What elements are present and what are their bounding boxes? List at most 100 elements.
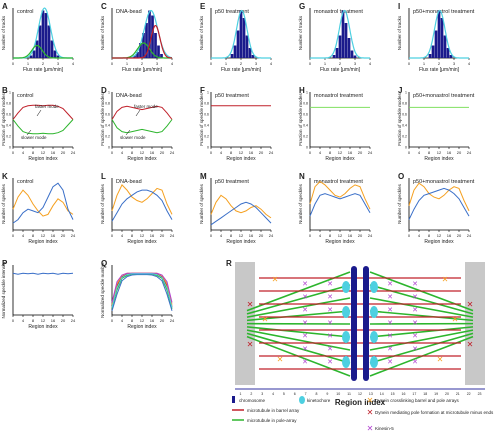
x-tick-label: 16 (150, 318, 155, 323)
x-tick-label: 0 (210, 150, 213, 155)
panel-L: DNA-bead Region index Number of speckles 0 4… (100, 178, 175, 245)
histogram-bar (142, 33, 145, 58)
panel-title: monastrol treatment (314, 9, 363, 15)
x-tick-label: 24 (269, 233, 274, 238)
y-axis-label: Fraction of speckle modes (199, 92, 204, 145)
x-tick-label: 8 (329, 150, 332, 155)
histogram-bar (449, 55, 453, 58)
x-tick-label: 0 (12, 150, 15, 155)
region-index-tick: 6 (294, 392, 296, 396)
panel-I: p50+monastrol treatment Flux rate [μm/min… (397, 8, 475, 73)
x-tick-label: 2 (141, 61, 144, 66)
annotation-faster: faster mode (134, 104, 158, 109)
kinesin-5-icon: ✕ (302, 346, 308, 353)
y-tick-label: 0.2 (105, 135, 110, 139)
dynein-pole-icon: ✕ (247, 340, 254, 349)
fit-curve-cyan (211, 9, 271, 59)
region-index-tick: 10 (336, 392, 340, 396)
x-tick-label: 12 (239, 233, 244, 238)
x-tick-label: 24 (467, 233, 472, 238)
x-tick-label: 4 (220, 150, 223, 155)
legend-label: kinetochore (307, 398, 331, 403)
histogram-bar (347, 38, 351, 58)
panels-layer: control Flux rate [μm/min] Number of track… (1, 2, 475, 330)
panel-letter-F: F (200, 86, 205, 95)
histogram-bar (145, 23, 148, 58)
x-tick-label: 12 (338, 150, 343, 155)
kinesin-5-icon: ✕ (387, 307, 393, 314)
x-axis-label: Region index (127, 324, 157, 330)
y-axis-label: Number of tracks (199, 15, 204, 50)
legend-item: chromosome (232, 396, 266, 403)
x-tick-label: 20 (259, 150, 264, 155)
series-line-orange (111, 184, 173, 215)
region-index-tick: 19 (434, 392, 438, 396)
histogram-bar (332, 55, 336, 58)
x-tick-label: 20 (160, 233, 165, 238)
series-line-green (111, 119, 173, 134)
x-tick-label: 12 (41, 150, 46, 155)
x-tick-label: 4 (22, 318, 25, 323)
histogram-bar (428, 54, 432, 58)
y-tick-label: 0 (108, 146, 110, 150)
kinesin-5-icon: ✕ (302, 333, 308, 340)
panel-H: monastrol treatment Region index Fraction … (298, 91, 373, 163)
y-tick-label: 0.6 (303, 113, 308, 117)
panel-letter-N: N (299, 172, 305, 181)
x-tick-label: 12 (437, 233, 442, 238)
region-index-tick: 17 (412, 392, 416, 396)
y-axis-label: Normalized speckle number (100, 262, 105, 318)
region-index-label: Region index (335, 398, 386, 407)
y-tick-label: 1 (207, 91, 209, 95)
panel-title: DNA-bead (116, 93, 142, 99)
x-tick-label: 1 (27, 61, 30, 66)
dynein-crosslink-icon: ✕ (262, 315, 269, 324)
y-tick-label: 0 (405, 146, 407, 150)
panel-letter-P: P (2, 259, 8, 268)
x-tick-label: 0 (12, 233, 15, 238)
legend-label: chromosome (239, 398, 266, 403)
histogram-bar (251, 55, 255, 58)
x-tick-label: 16 (249, 233, 254, 238)
x-tick-label: 8 (131, 233, 134, 238)
histogram-bar (136, 52, 139, 58)
x-tick-label: 2 (240, 61, 243, 66)
kinesin-5-icon: ✕ (412, 294, 418, 301)
panel-title: p50 treatment (215, 9, 249, 15)
x-tick-label: 24 (71, 150, 76, 155)
x-tick-label: 0 (111, 318, 114, 323)
chromosome-bar (363, 266, 369, 381)
x-tick-label: 12 (140, 233, 145, 238)
x-tick-label: 0 (408, 150, 411, 155)
panel-title: p50+monastrol treatment (413, 179, 475, 185)
axis-frame (111, 265, 172, 316)
kinetochore-icon (342, 356, 350, 368)
kinesin-5-icon: ✕ (412, 320, 418, 327)
panel-D: DNA-bead Region index Fraction of speckle … (100, 91, 175, 163)
cross-legend-icon: ✕ (367, 396, 374, 405)
y-tick-label: 0.4 (303, 124, 308, 128)
x-tick-label: 1 (423, 61, 426, 66)
x-tick-label: 16 (348, 233, 353, 238)
y-tick-label: 0.4 (402, 124, 407, 128)
axis-frame (309, 92, 370, 148)
histogram-bar (29, 55, 33, 58)
panel-letter-K: K (2, 172, 8, 181)
histogram-bar (338, 35, 342, 58)
kinesin-5-icon: ✕ (387, 333, 393, 340)
x-tick-label: 8 (32, 233, 35, 238)
x-axis-label: Region index (226, 156, 256, 162)
y-tick-label: 0.8 (6, 102, 11, 106)
series-line-orange (408, 182, 470, 212)
histogram-bar (431, 45, 435, 58)
y-axis-label: Fraction of speckle modes (298, 92, 303, 145)
x-tick-label: 0 (111, 233, 114, 238)
region-index-tick: 13 (369, 392, 373, 396)
x-tick-label: 20 (358, 233, 363, 238)
y-tick-label: 0.2 (204, 135, 209, 139)
kinesin-5-icon: ✕ (412, 307, 418, 314)
panel-title: control (17, 93, 34, 99)
x-tick-label: 0 (408, 233, 411, 238)
kinesin-5-icon: ✕ (302, 307, 308, 314)
legend-item: microtubule in barrel array (232, 408, 300, 413)
